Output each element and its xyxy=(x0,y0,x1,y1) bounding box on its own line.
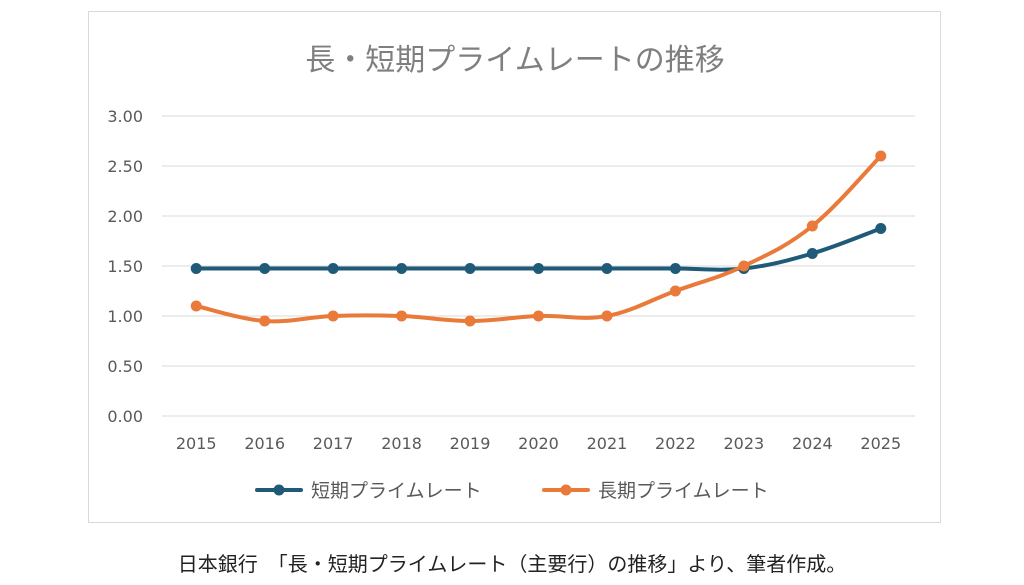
y-tick-label: 3.00 xyxy=(107,107,143,126)
x-tick-label: 2023 xyxy=(724,434,765,453)
data-point xyxy=(533,310,544,322)
legend-swatch-marker xyxy=(560,484,572,496)
y-tick-label: 1.00 xyxy=(107,307,143,326)
data-point xyxy=(327,310,339,322)
line-chart: 長・短期プライムレートの推移 0.00 0.50 1.00 1.50 2.00 2.50 3… xyxy=(107,43,915,502)
legend: 短期プライムレート 長期プライムレート xyxy=(255,480,769,502)
series-line xyxy=(194,154,883,324)
data-point xyxy=(259,263,271,274)
data-point xyxy=(464,315,476,327)
y-tick-label: 1.50 xyxy=(107,257,143,276)
data-point xyxy=(396,310,408,322)
data-point xyxy=(396,263,408,274)
data-point xyxy=(601,263,613,274)
data-point xyxy=(875,150,887,162)
x-tick-label: 2017 xyxy=(313,434,354,453)
y-axis: 0.00 0.50 1.00 1.50 2.00 2.50 3.00 xyxy=(107,107,143,426)
chart-frame: 長・短期プライムレートの推移 0.00 0.50 1.00 1.50 2.00 2.50 3… xyxy=(88,11,941,523)
data-point xyxy=(327,263,339,274)
legend-item: 短期プライムレート xyxy=(255,480,482,502)
data-point xyxy=(669,285,681,297)
data-point xyxy=(601,310,613,322)
series-1 xyxy=(190,223,887,274)
x-tick-label: 2015 xyxy=(176,434,217,453)
x-tick-label: 2021 xyxy=(587,434,628,453)
series-group xyxy=(190,150,887,327)
legend-label: 短期プライムレート xyxy=(311,480,482,502)
x-axis: 2015 2016 2017 2018 2019 2020 2021 2022 2023 2024… xyxy=(176,434,901,453)
legend-label: 長期プライムレート xyxy=(598,480,769,502)
data-point xyxy=(806,248,818,259)
x-tick-label: 2025 xyxy=(860,434,901,453)
x-tick-label: 2016 xyxy=(244,434,285,453)
data-point xyxy=(190,300,202,312)
y-tick-label: 0.00 xyxy=(107,407,143,426)
x-tick-label: 2022 xyxy=(655,434,696,453)
data-point xyxy=(875,223,887,234)
data-point xyxy=(533,263,544,274)
x-tick-label: 2020 xyxy=(518,434,559,453)
chart-title: 長・短期プライムレートの推移 xyxy=(305,43,724,78)
data-point xyxy=(738,260,750,272)
y-tick-label: 2.00 xyxy=(107,207,143,226)
data-point xyxy=(464,263,476,274)
source-caption: 日本銀行 「長・短期プライムレート（主要行）の推移」より、筆者作成。 xyxy=(177,552,847,576)
x-tick-label: 2018 xyxy=(381,434,422,453)
data-point xyxy=(669,263,681,274)
series-2 xyxy=(190,150,887,327)
y-tick-label: 2.50 xyxy=(107,157,143,176)
data-point xyxy=(259,315,271,327)
data-point xyxy=(190,263,202,274)
legend-item: 長期プライムレート xyxy=(542,480,769,502)
x-tick-label: 2019 xyxy=(450,434,491,453)
data-point xyxy=(806,220,818,232)
x-tick-label: 2024 xyxy=(792,434,833,453)
y-tick-label: 0.50 xyxy=(107,357,143,376)
legend-swatch-marker xyxy=(273,484,285,496)
